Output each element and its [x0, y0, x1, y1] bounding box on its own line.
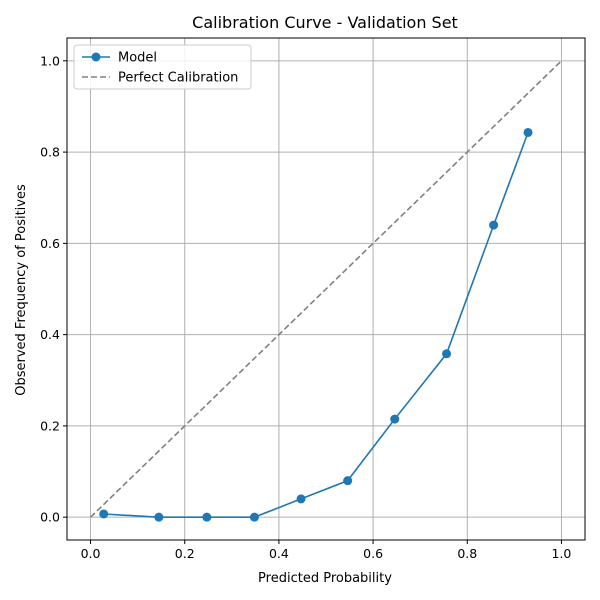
y-tick-label: 0.6	[40, 236, 60, 251]
y-tick-label: 1.0	[40, 53, 60, 68]
model-point	[202, 512, 212, 522]
perfect-calibration-line	[89, 60, 563, 518]
model-point	[249, 512, 259, 522]
model-point	[154, 512, 164, 522]
y-axis-label: Observed Frequency of Positives	[14, 184, 29, 396]
x-tick-label: 0.0	[81, 546, 101, 561]
axes-frame	[66, 37, 586, 541]
y-tick-label: 0.8	[40, 145, 60, 160]
x-tick-label: 0.6	[363, 546, 383, 561]
model-point	[523, 127, 533, 137]
plot-area: 0.0 0.2 0.4 0.6 0.8 1.0 0.0 0.2 0.4 0.6 0.8 1.0	[40, 37, 586, 561]
y-tick-label: 0.2	[40, 418, 60, 433]
model-point	[343, 476, 353, 486]
legend-label-model: Model	[118, 51, 157, 66]
model-point	[442, 349, 452, 359]
y-tick-label: 0.4	[40, 327, 60, 342]
x-tick-label: 0.8	[457, 546, 477, 561]
legend-box	[73, 44, 252, 90]
model-line	[103, 132, 529, 518]
model-point	[390, 414, 400, 424]
y-tick-label: 0.0	[40, 510, 60, 525]
model-point	[489, 220, 499, 230]
x-tick-label: 1.0	[552, 546, 572, 561]
legend: Model Perfect Calibration	[73, 44, 252, 90]
model-point	[296, 494, 306, 504]
x-axis-label: Predicted Probability	[258, 571, 392, 586]
x-tick-label: 0.4	[269, 546, 289, 561]
chart-title: Calibration Curve - Validation Set	[192, 13, 458, 32]
x-tick-label: 0.2	[175, 546, 195, 561]
model-point	[99, 509, 109, 519]
legend-marker-model	[91, 52, 101, 62]
legend-label-perfect-calibration: Perfect Calibration	[118, 71, 238, 86]
